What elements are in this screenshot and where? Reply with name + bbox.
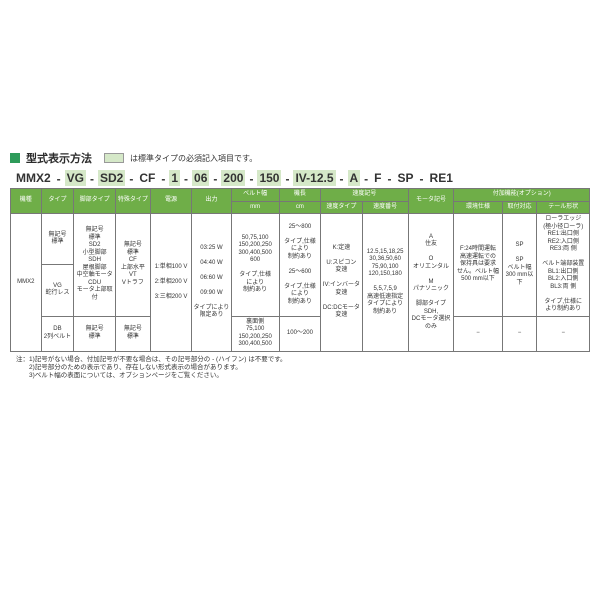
col-subheader: 環境仕様: [454, 201, 502, 214]
model-seg: 06: [192, 170, 209, 186]
model-seg: RE1: [428, 170, 455, 186]
table-cell: MMX2: [11, 214, 42, 352]
col-subheader: 速度タイプ: [321, 201, 363, 214]
col-subheader: 速度番号: [362, 201, 408, 214]
col-header: 出力: [192, 189, 231, 214]
table-cell: F:24時間運転高速運転での保持具は要求せん。ベルト幅500 mm以下: [454, 214, 502, 317]
col-header: タイプ: [41, 189, 74, 214]
dash: -: [89, 172, 95, 186]
table-cell: −: [537, 316, 590, 351]
table-cell: 03:25 W04:40 W06:60 W09:90 Wタイプにより限定あり: [192, 214, 231, 352]
table-cell: ローラエッジ(極小径ローラ)RE1:出口側RE2:入口側RE3:両 側ベルト端部…: [537, 214, 590, 317]
table-cell: 1:単相100 V2:単相200 V3:三相200 V: [150, 214, 192, 352]
spec-table: 機種タイプ脚部タイプ特殊タイプ電源出力ベルト幅機長速度記号モータ記号付加機能(オ…: [10, 188, 590, 352]
dash: -: [284, 172, 290, 186]
table-cell: 12.5,15,18,2530,36,50,6075,90,100120,150…: [362, 214, 408, 352]
dash: -: [339, 172, 345, 186]
table-cell: 25〜800タイプ,仕様により制約あり25〜600タイプ,仕様により制約あり: [279, 214, 321, 317]
footnote-line: 注：1)記号がない場合、付加記号が不要な場合は、その記号部分の - (ハイフン)…: [16, 356, 590, 364]
model-seg: 200: [221, 170, 245, 186]
table-cell: 無記号標準SD2小型脚部SDH屋根脚部中空軸モータCDUモータ上部取付: [74, 214, 116, 317]
col-header: 機種: [11, 189, 42, 214]
col-subheader: テール形状: [537, 201, 590, 214]
model-seg: F: [372, 170, 383, 186]
col-header: モータ記号: [408, 189, 454, 214]
dash: -: [183, 172, 189, 186]
col-header: 付加機能(オプション): [454, 189, 590, 202]
dash: -: [248, 172, 254, 186]
dash: -: [212, 172, 218, 186]
table-cell: SPSPベルト幅300 mm以下: [502, 214, 537, 317]
col-header: 特殊タイプ: [115, 189, 150, 214]
dash: -: [56, 172, 62, 186]
table-cell: 無記号標準: [41, 214, 74, 265]
page-title: 型式表示方法: [26, 150, 92, 166]
col-subheader: cm: [279, 201, 321, 214]
dash: -: [419, 172, 425, 186]
footnote-line: 3)ベルト幅の表面については、オプションページをご覧ください。: [16, 372, 590, 380]
model-seg: VG: [65, 170, 86, 186]
col-subheader: mm: [231, 201, 279, 214]
model-code-row: MMX2-VG-SD2-CF-1-06-200-150-IV-12.5-A-F-…: [14, 170, 590, 186]
model-seg: SD2: [98, 170, 125, 186]
table-cell: A住友OオリエンタルMパナソニック脚部タイプSDH,DCモータ選択のみ: [408, 214, 454, 352]
dash: -: [160, 172, 166, 186]
table-cell: VG蛇行レス: [41, 265, 74, 316]
dash: -: [387, 172, 393, 186]
model-seg: CF: [137, 170, 157, 186]
table-cell: 裏面側75,100150,200,250300,400,500: [231, 316, 279, 351]
table-cell: 100〜200: [279, 316, 321, 351]
model-seg: IV-12.5: [293, 170, 335, 186]
table-cell: −: [502, 316, 537, 351]
table-cell: 無記号標準: [115, 316, 150, 351]
model-seg: 1: [169, 170, 180, 186]
table-cell: 50,75,100150,200,250300,400,500600タイプ,仕様…: [231, 214, 279, 317]
model-seg: MMX2: [14, 170, 53, 186]
col-header: 速度記号: [321, 189, 408, 202]
table-cell: K:定速U:スピコン変速IV:インバータ変速DC:DCモータ変速: [321, 214, 363, 352]
table-cell: −: [454, 316, 502, 351]
col-header: ベルト幅: [231, 189, 279, 202]
table-cell: 無記号標準CF上部水平VTVトラフ: [115, 214, 150, 317]
col-subheader: 取付対応: [502, 201, 537, 214]
legend-highlight-icon: [104, 153, 124, 163]
model-seg: 150: [257, 170, 281, 186]
model-seg: A: [348, 170, 361, 186]
dash: -: [363, 172, 369, 186]
title-square-icon: [10, 153, 20, 163]
col-header: 脚部タイプ: [74, 189, 116, 214]
col-header: 電源: [150, 189, 192, 214]
legend-note: は標準タイプの必須記入項目です。: [130, 153, 257, 164]
table-cell: 無記号標準: [74, 316, 116, 351]
footnotes: 注：1)記号がない場合、付加記号が不要な場合は、その記号部分の - (ハイフン)…: [10, 356, 590, 381]
dash: -: [128, 172, 134, 186]
table-cell: DB2列ベルト: [41, 316, 74, 351]
model-seg: SP: [396, 170, 416, 186]
title-row: 型式表示方法 は標準タイプの必須記入項目です。: [10, 150, 590, 166]
col-header: 機長: [279, 189, 321, 202]
